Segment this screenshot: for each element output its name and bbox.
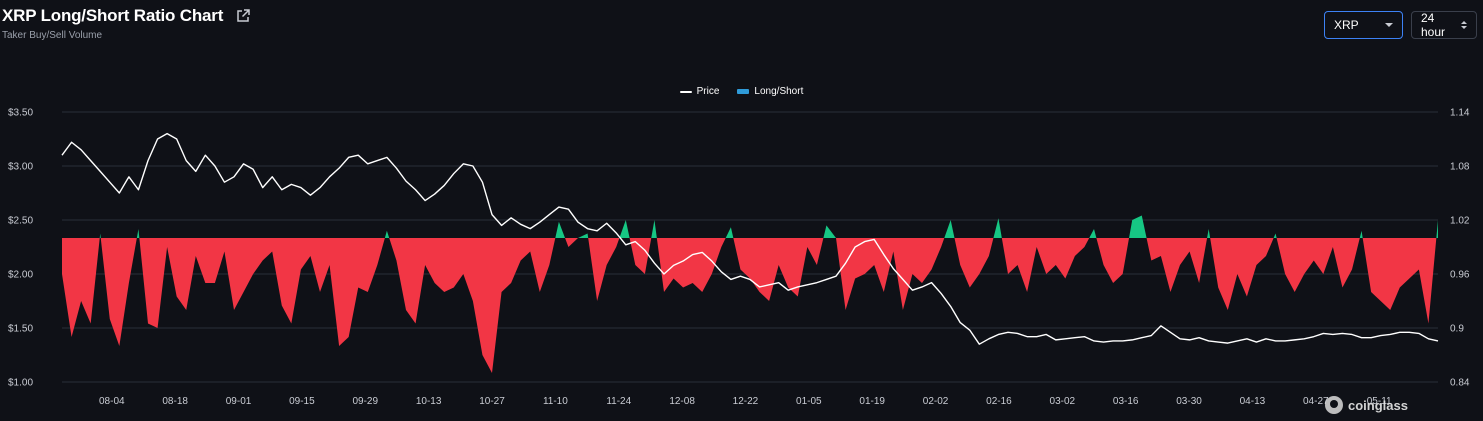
- right-tick-label: 0.84: [1450, 378, 1470, 389]
- left-tick-label: $3.50: [8, 108, 33, 119]
- long-short-swatch: [737, 89, 750, 94]
- coinglass-watermark: coinglass: [1325, 396, 1408, 414]
- x-tick-label: 11-24: [606, 396, 631, 407]
- legend-item-price[interactable]: Price: [679, 86, 720, 97]
- left-axis: $3.50 $3.00 $2.50 $2.00 $1.50 $1.00: [8, 108, 33, 389]
- x-tick-label: 01-19: [859, 396, 885, 407]
- page-title: XRP Long/Short Ratio Chart: [2, 6, 224, 25]
- time-range-select[interactable]: 24 hour: [1411, 11, 1477, 39]
- x-tick-label: 03-16: [1113, 396, 1139, 407]
- x-axis: 08-04 08-18 09-01 09-15 09-29 10-13 10-27 11-10…: [99, 396, 1392, 407]
- right-axis: 1.14 1.08 1.02 0.96 0.9 0.84: [1450, 108, 1470, 389]
- x-tick-label: 12-08: [669, 396, 695, 407]
- asset-select-value: XRP: [1334, 18, 1359, 32]
- short-area: [62, 238, 1438, 373]
- x-tick-label: 12-22: [733, 396, 759, 407]
- header: XRP Long/Short Ratio Chart Taker Buy/Sel…: [2, 6, 251, 41]
- right-tick-label: 0.9: [1450, 324, 1464, 335]
- left-tick-label: $1.00: [8, 378, 33, 389]
- x-tick-label: 09-01: [226, 396, 252, 407]
- watermark-label: coinglass: [1348, 397, 1408, 413]
- x-tick-label: 02-02: [923, 396, 949, 407]
- x-tick-label: 02-16: [986, 396, 1012, 407]
- x-tick-label: 04-13: [1240, 396, 1266, 407]
- right-tick-label: 1.08: [1450, 162, 1470, 173]
- left-tick-label: $3.00: [8, 162, 33, 173]
- price-swatch: [679, 90, 692, 93]
- right-tick-label: 1.02: [1450, 216, 1470, 227]
- x-tick-label: 08-04: [99, 396, 125, 407]
- x-tick-label: 03-02: [1050, 396, 1076, 407]
- right-tick-label: 1.14: [1450, 108, 1470, 119]
- x-tick-label: 01-05: [796, 396, 822, 407]
- x-tick-label: 05-11: [1367, 396, 1392, 407]
- legend-label-price: Price: [696, 86, 720, 97]
- x-tick-label: 03-30: [1176, 396, 1202, 407]
- long-short-area: [62, 215, 1438, 373]
- price-series-line: [61, 132, 1439, 345]
- right-tick-label: 0.96: [1450, 270, 1470, 281]
- chevron-down-icon: [1385, 23, 1393, 27]
- x-tick-label: 08-18: [162, 396, 188, 407]
- time-range-value: 24 hour: [1421, 11, 1446, 39]
- coinglass-logo-icon: [1325, 396, 1343, 414]
- long-area: [62, 215, 1438, 238]
- left-tick-label: $1.50: [8, 324, 33, 335]
- price-line: [61, 132, 1439, 345]
- sort-arrows-icon: [1461, 21, 1467, 29]
- external-link-icon[interactable]: [235, 8, 251, 24]
- page-subtitle: Taker Buy/Sell Volume: [2, 30, 103, 41]
- left-tick-label: $2.00: [8, 270, 33, 281]
- asset-select[interactable]: XRP: [1324, 11, 1403, 39]
- x-tick-label: 10-13: [416, 396, 442, 407]
- x-tick-label: 10-27: [479, 396, 505, 407]
- x-tick-label: 11-10: [543, 396, 568, 407]
- x-tick-label: 09-15: [289, 396, 315, 407]
- legend-item-long-short[interactable]: Long/Short: [737, 86, 803, 97]
- x-tick-label: 09-29: [352, 396, 378, 407]
- chart-controls: XRP 24 hour: [1324, 11, 1477, 39]
- chart-legend: Price Long/Short: [0, 86, 1483, 97]
- legend-label-long-short: Long/Short: [754, 86, 804, 97]
- left-tick-label: $2.50: [8, 216, 33, 227]
- x-tick-label: 04-27: [1303, 396, 1329, 407]
